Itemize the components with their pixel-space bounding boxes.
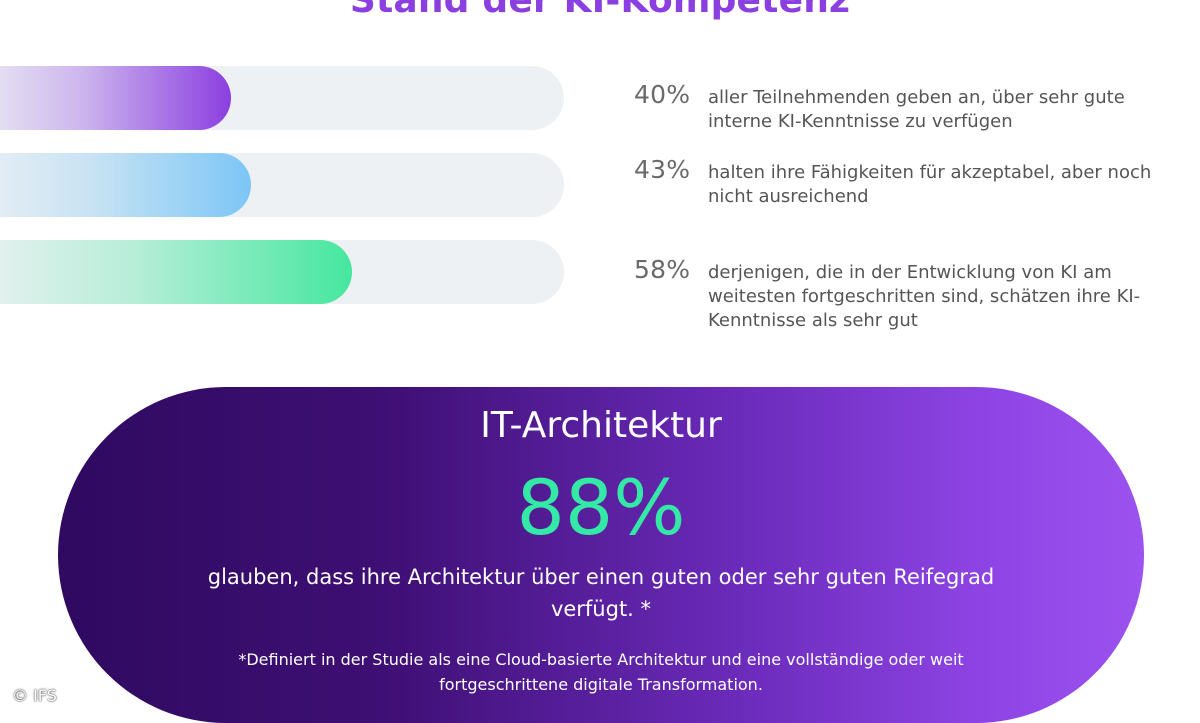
bar-track-2 [0, 153, 564, 217]
data-label-2: 43% [634, 155, 691, 184]
bar-track-3 [0, 240, 564, 304]
architecture-title: IT-Architektur [480, 405, 722, 446]
bar-2 [0, 153, 251, 217]
data-label-3: 58% [634, 255, 691, 284]
architecture-panel: IT-Architektur 88% glauben, dass ihre Ar… [58, 387, 1144, 723]
chart-title: Stand der KI-Kompetenz [349, 0, 851, 21]
architecture-footnote: *Definiert in der Studie als eine Cloud-… [238, 650, 964, 694]
copyright-label: © IFS [12, 686, 57, 705]
stat-description-3: derjenigen, die in der Entwicklung von K… [708, 262, 1141, 331]
architecture-description: glauben, dass ihre Architektur über eine… [207, 565, 995, 621]
stat-description-2: halten ihre Fähigkeiten für akzeptabel, … [708, 162, 1152, 207]
architecture-value: 88% [516, 463, 686, 552]
bar-3 [0, 240, 353, 304]
bar-1 [0, 66, 231, 130]
bar-track-1 [0, 66, 564, 130]
data-label-1: 40% [634, 80, 691, 109]
stat-description-1: aller Teilnehmenden geben an, über sehr … [708, 87, 1125, 132]
